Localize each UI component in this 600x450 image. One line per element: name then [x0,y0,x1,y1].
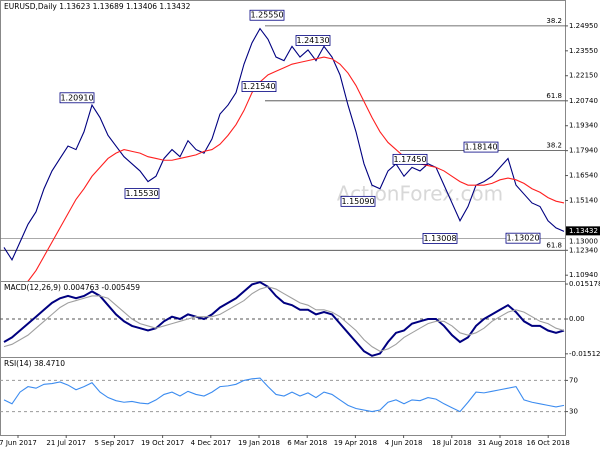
y-tick-label: 70 [569,376,578,384]
y-tick-label: -0.015126 [569,350,600,358]
price-annotation [422,233,458,244]
fib-ratio: 61.8 [546,92,562,100]
annotation-label: 1.13020 [506,234,539,243]
y-tick-label: 1.20740 [569,97,598,105]
price-annotation [59,92,95,104]
y-tick-label: 1.24950 [569,22,598,30]
annotation-label: 1.18140 [464,143,497,152]
x-tick-label: 7 Jun 2017 [0,439,37,447]
y-tick-label: 1.23550 [569,47,598,55]
price-annotation [241,81,277,92]
panel-title: RSI(14) 38.4710 [4,359,65,368]
x-tick-label: 4 Dec 2017 [191,439,231,447]
annotation-label: 1.21540 [242,82,275,91]
x-tick-label: 16 Oct 2018 [527,439,570,447]
y-tick-label: 0.00 [569,315,585,323]
price-annotation [249,9,285,21]
series-line [3,286,565,352]
x-tick-label: 19 Jan 2018 [238,439,280,447]
y-tick-label: 0.015178 [569,280,600,288]
x-tick-label: 21 Jul 2017 [46,439,86,447]
x-tick-label: 18 Jul 2018 [432,439,472,447]
y-tick-label: 1.22150 [569,72,598,80]
series-line [3,377,565,413]
panel-title: MACD(12,26,9) 0.004763 -0.005459 [4,283,140,292]
price-annotation [124,188,160,199]
last-price-label: 1.13432 [569,227,598,235]
annotation-label: 1.13008 [423,234,456,243]
annotation-label: 1.24130 [296,36,329,45]
fib-ratio: 38.2 [546,142,562,150]
annotation-label: 1.20910 [60,93,93,102]
fib-ratio: 38.2 [546,17,562,25]
annotation-label: 1.15090 [341,197,374,206]
y-tick-label: 1.19340 [569,122,598,130]
x-tick-label: 6 Mar 2018 [287,439,327,447]
y-tick-label: 1.12340 [569,246,598,254]
y-tick-label: 1.15140 [569,196,598,204]
price-annotation [505,232,541,244]
x-tick-label: 19 Oct 2017 [141,439,184,447]
price-annotation [392,153,428,165]
annotation-label: 1.15530 [125,189,158,198]
y-tick-label: 1.16540 [569,172,598,180]
x-tick-label: 31 Aug 2018 [478,439,523,447]
series-line [3,27,565,262]
series-line [3,281,565,357]
level-label: 1.13000 [569,238,598,246]
price-annotation [295,35,331,46]
panel-frame [0,357,566,436]
series-line [27,56,565,282]
x-tick-label: 5 Sep 2017 [94,439,134,447]
x-tick-label: 4 Jun 2018 [385,439,423,447]
panel-title: EURUSD,Daily 1.13623 1.13689 1.13406 1.1… [4,2,191,11]
y-tick-label: 1.17940 [569,147,598,155]
price-annotation [340,195,376,207]
fib-ratio: 61.8 [546,241,562,249]
x-tick-label: 19 Apr 2018 [334,439,377,447]
price-annotation [463,141,499,153]
y-tick-label: 30 [569,408,578,416]
last-price-box [566,226,600,236]
annotation-label: 1.17450 [393,155,426,164]
y-tick-label: 1.10940 [569,271,598,279]
annotation-label: 1.25550 [250,11,283,20]
